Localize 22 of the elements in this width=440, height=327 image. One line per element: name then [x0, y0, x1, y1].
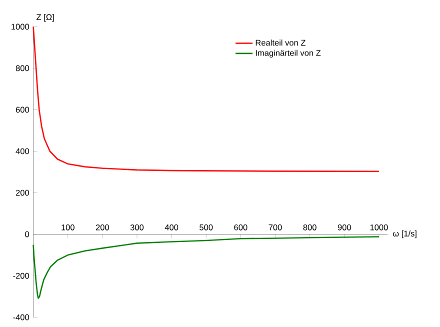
y-tick-label: -400 [13, 314, 30, 320]
x-tick-label: 1000 [370, 224, 388, 230]
x-tick-label: 500 [200, 224, 213, 230]
y-tick-label: 800 [16, 65, 30, 72]
x-tick-label: 700 [268, 224, 282, 230]
y-axis-title: Z [Ω] [36, 14, 54, 22]
y-tick-label: -200 [13, 272, 30, 279]
y-tick-label: 600 [16, 106, 30, 113]
x-tick-label: 100 [62, 224, 74, 230]
y-tick-label: 200 [16, 190, 30, 196]
x-tick-label: 900 [338, 224, 351, 230]
x-tick-label: 300 [130, 224, 144, 230]
x-tick-label: 600 [234, 224, 248, 230]
x-tick-label: 400 [164, 224, 178, 230]
x-tick-label: 200 [96, 224, 110, 230]
y-tick-label: 0 [25, 231, 30, 238]
legend-label: Imaginärteil von Z [256, 50, 321, 58]
legend-label: Realteil von Z [256, 40, 306, 46]
y-tick-label: 400 [16, 148, 30, 154]
y-tick-label: 1000 [12, 24, 30, 30]
x-axis-title: ω [1/s] [392, 230, 416, 238]
x-tick-label: 800 [303, 224, 316, 230]
